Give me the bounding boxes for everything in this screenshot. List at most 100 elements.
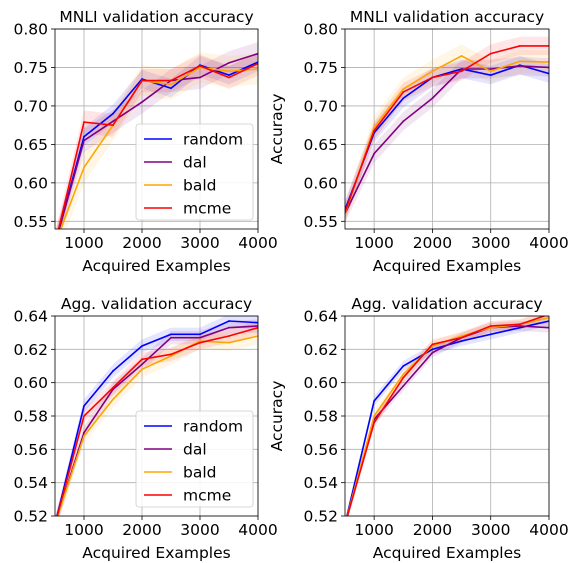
data-point-mcme <box>199 341 201 344</box>
x-tick-label: 2000 <box>122 234 161 252</box>
data-point-bald <box>54 523 56 525</box>
x-axis-label: Acquired Examples <box>373 544 521 562</box>
data-point-mcme <box>402 376 405 379</box>
data-point-bald <box>489 326 492 329</box>
data-point-random <box>199 333 201 336</box>
y-tick-label: 0.58 <box>303 408 338 426</box>
y-tick-label: 0.80 <box>303 21 338 39</box>
data-point-bald <box>518 60 521 63</box>
y-tick-label: 0.64 <box>13 308 48 326</box>
legend-label-random: random <box>183 418 243 436</box>
data-point-dal <box>228 61 230 64</box>
data-point-dal <box>489 68 492 70</box>
x-tick-label: 1000 <box>64 521 103 539</box>
x-tick-label: 3000 <box>180 234 219 252</box>
data-point-bald <box>141 368 143 371</box>
data-point-mcme <box>489 52 492 55</box>
x-axis-label: Acquired Examples <box>82 544 230 562</box>
data-point-dal <box>170 336 172 339</box>
data-point-dal <box>141 101 143 103</box>
y-tick-label: 0.52 <box>303 508 338 526</box>
data-point-random <box>170 87 172 90</box>
y-tick-label: 0.60 <box>303 374 338 392</box>
x-tick-label: 2000 <box>413 521 452 539</box>
legend-label-dal: dal <box>183 154 207 172</box>
y-tick-label: 0.75 <box>303 59 338 77</box>
data-point-dal <box>83 431 85 434</box>
y-tick-label: 0.65 <box>13 136 48 154</box>
data-point-mcme <box>228 335 230 337</box>
chart-title: Agg. validation accuracy <box>351 295 542 313</box>
data-point-bald <box>373 126 376 129</box>
x-tick-label: 3000 <box>471 234 510 252</box>
data-point-mcme <box>431 343 434 346</box>
data-point-mcme <box>54 523 56 525</box>
data-point-random <box>228 74 230 77</box>
data-point-mcme <box>228 76 230 79</box>
data-point-dal <box>518 65 521 67</box>
data-point-bald <box>344 523 346 525</box>
data-point-random <box>344 523 346 525</box>
series-line-dal <box>56 325 258 516</box>
data-point-random <box>431 348 434 351</box>
data-point-random <box>402 365 405 367</box>
legend: random dal bald mcme <box>135 410 254 508</box>
data-point-dal <box>431 97 434 100</box>
data-point-bald <box>460 335 463 337</box>
data-point-mcme <box>170 353 172 356</box>
subplot-2: 1000 2000 3000 4000 0.55 0.60 0.65 0.70 0.75 0.80… <box>268 8 569 275</box>
series-line-mcme <box>345 45 549 213</box>
series-line-dal <box>58 52 258 229</box>
data-point-dal <box>518 325 521 327</box>
x-tick-label: 3000 <box>180 521 219 539</box>
data-point-mcme <box>431 76 434 79</box>
data-point-dal <box>83 139 85 142</box>
confidence-band-mcme <box>55 321 258 516</box>
data-point-mcme <box>170 79 172 82</box>
series-line-bald <box>59 66 258 229</box>
chart-title: Agg. validation accuracy <box>61 295 252 313</box>
data-point-random <box>54 523 56 525</box>
y-tick-label: 0.60 <box>303 174 338 192</box>
data-point-dal <box>402 120 405 123</box>
data-point-random <box>228 320 230 322</box>
data-point-random <box>373 400 376 402</box>
data-point-dal <box>431 351 434 354</box>
y-tick-label: 0.70 <box>303 97 338 115</box>
x-tick-label: 1000 <box>64 234 103 252</box>
series-line-random <box>58 61 258 229</box>
series-line-bald <box>345 55 549 214</box>
confidence-band-mcme <box>55 52 258 229</box>
confidence-band-bald <box>55 52 258 229</box>
y-tick-label: 0.62 <box>13 341 48 359</box>
data-point-mcme <box>460 336 463 339</box>
data-point-bald <box>460 55 463 57</box>
data-point-mcme <box>54 243 56 245</box>
data-point-bald <box>228 341 230 344</box>
data-point-dal <box>228 326 230 329</box>
data-point-random <box>460 340 463 342</box>
confidence-band-random <box>345 55 549 219</box>
legend-label-dal: dal <box>183 441 207 459</box>
y-axis-label: Accuracy <box>268 94 286 165</box>
data-point-dal <box>402 385 405 387</box>
data-point-mcme <box>489 325 492 327</box>
data-point-random <box>54 243 56 245</box>
data-point-mcme <box>83 415 85 417</box>
y-tick-label: 0.65 <box>303 136 338 154</box>
series-line-random <box>56 320 258 516</box>
data-point-mcme <box>199 65 201 67</box>
y-tick-label: 0.60 <box>13 174 48 192</box>
data-point-bald <box>402 373 405 376</box>
x-tick-label: 4000 <box>529 521 568 539</box>
data-point-mcme <box>344 523 346 525</box>
data-point-random <box>518 326 521 329</box>
legend-label-mcme: mcme <box>183 200 231 218</box>
x-tick-label: 4000 <box>238 521 277 539</box>
y-tick-label: 0.80 <box>13 21 48 39</box>
data-point-bald <box>199 340 201 342</box>
legend: random dal bald mcme <box>135 123 254 221</box>
data-point-random <box>141 345 143 347</box>
x-tick-label: 3000 <box>471 521 510 539</box>
